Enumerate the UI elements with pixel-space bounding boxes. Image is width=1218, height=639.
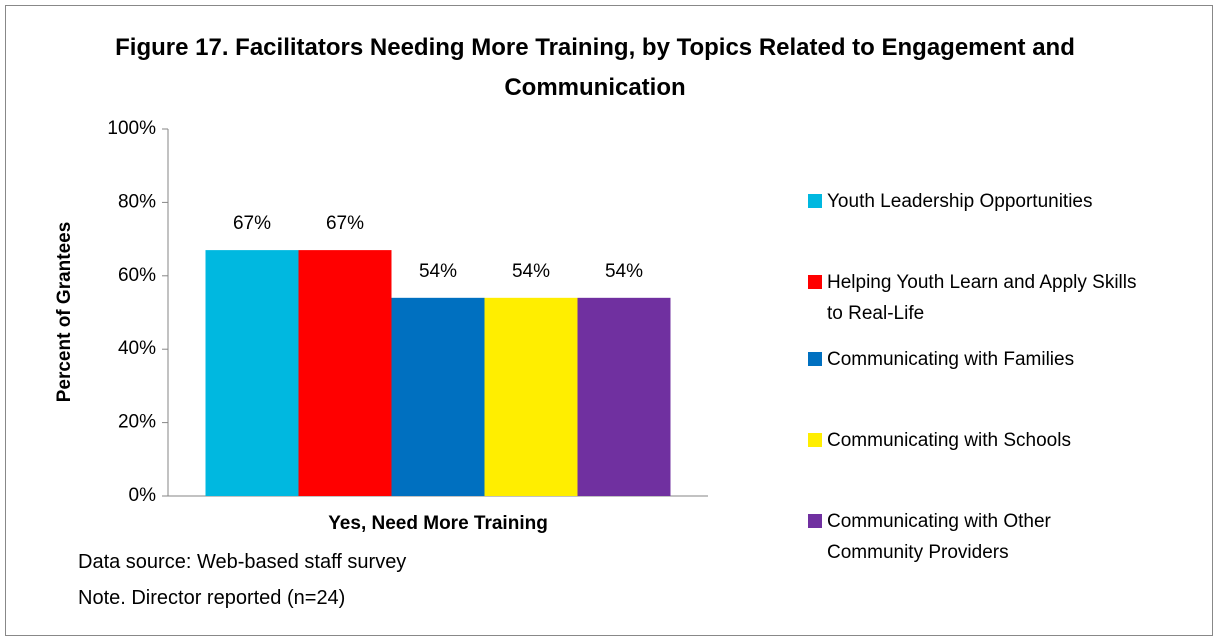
bar: [205, 250, 299, 496]
legend-item: Youth Leadership Opportunities: [808, 186, 1148, 217]
bar: [484, 297, 578, 496]
x-tick-label: Yes, Need More Training: [328, 513, 548, 534]
legend-label: Communicating with Other Community Provi…: [827, 511, 1051, 563]
y-tick-label: 40%: [118, 338, 156, 359]
note: Data source: Web-based staff survey: [78, 551, 407, 573]
bar: [577, 297, 671, 496]
legend-label: Youth Leadership Opportunities: [827, 191, 1093, 212]
y-tick-label: 20%: [118, 412, 156, 433]
legend-item: Communicating with Families: [808, 344, 1148, 375]
data-label: 67%: [233, 213, 271, 234]
legend-swatch: [808, 194, 822, 208]
legend-item: Communicating with Other Community Provi…: [808, 506, 1148, 568]
y-tick-label: 100%: [107, 118, 156, 139]
data-label: 54%: [605, 261, 643, 282]
legend-item: Helping Youth Learn and Apply Skills to …: [808, 267, 1148, 329]
data-label: 54%: [419, 261, 457, 282]
y-tick-label: 80%: [118, 191, 156, 212]
legend-label: Helping Youth Learn and Apply Skills to …: [827, 272, 1137, 324]
legend-item: Communicating with Schools: [808, 425, 1148, 456]
y-tick-label: 60%: [118, 265, 156, 286]
legend-swatch: [808, 433, 822, 447]
data-label: 54%: [512, 261, 550, 282]
y-tick-label: 0%: [129, 485, 157, 506]
data-label: 67%: [326, 213, 364, 234]
legend-label: Communicating with Schools: [827, 430, 1071, 451]
legend-swatch: [808, 352, 822, 366]
y-axis-label: Percent of Grantees: [54, 222, 75, 403]
note: Note. Director reported (n=24): [78, 587, 346, 609]
bar: [391, 297, 485, 496]
legend-label: Communicating with Families: [827, 349, 1075, 370]
chart-border: [5, 5, 1213, 636]
legend-swatch: [808, 514, 822, 528]
legend-swatch: [808, 275, 822, 289]
bar: [298, 250, 392, 496]
chart-title: Figure 17. Facilitators Needing More Tra…: [115, 34, 1075, 101]
